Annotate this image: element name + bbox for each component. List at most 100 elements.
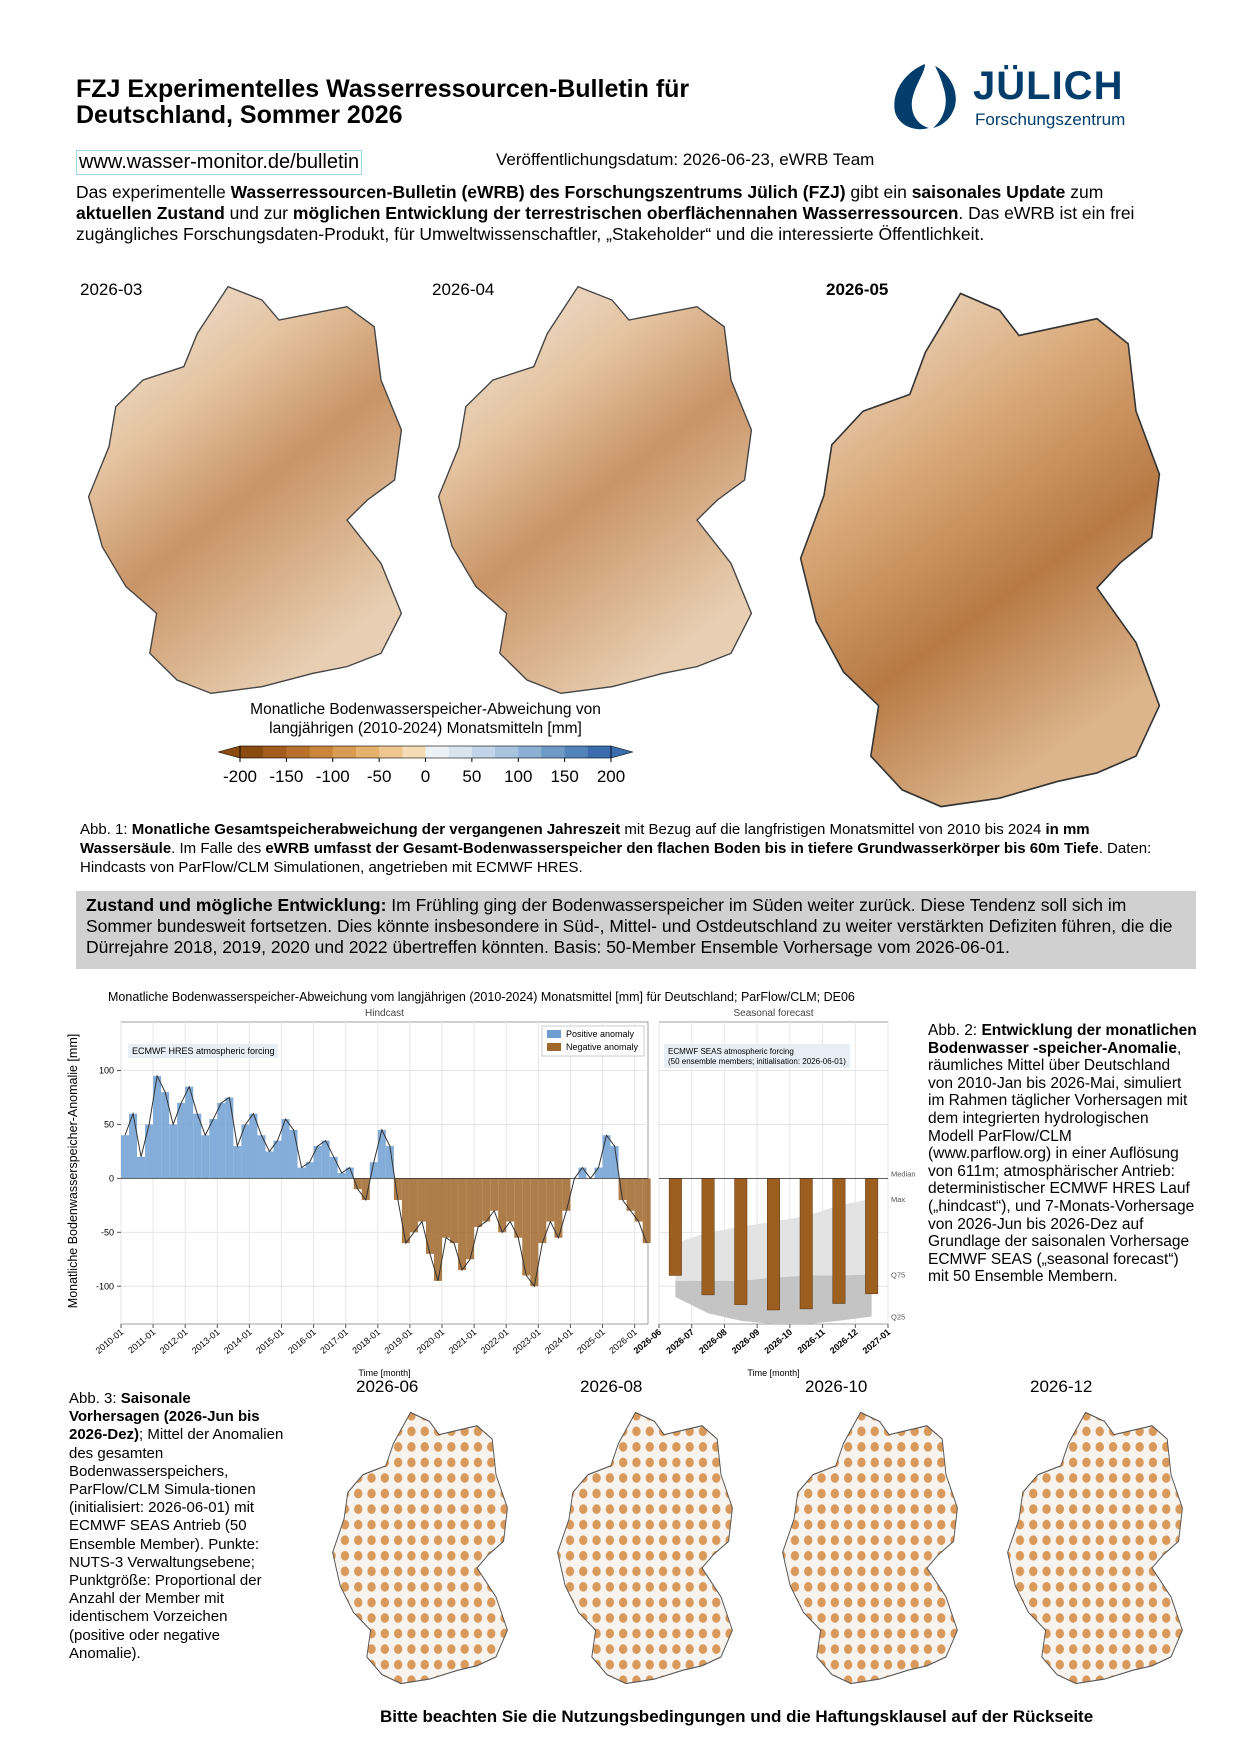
text-segment: aktuellen Zustand xyxy=(76,203,225,223)
x-tick-label: 2024-01 xyxy=(543,1327,575,1356)
x-tick-label: 2026-08 xyxy=(697,1327,729,1356)
bar xyxy=(257,1135,266,1179)
colorbar-segment xyxy=(402,746,426,758)
x-tick-label: 2026-11 xyxy=(795,1327,826,1356)
bar xyxy=(305,1162,314,1179)
bar xyxy=(129,1113,138,1179)
map xyxy=(436,284,754,696)
text-segment: . Daten: Hindcasts von ParFlow/CLM Simul… xyxy=(80,840,1152,876)
colorbar-segment xyxy=(240,746,264,758)
bar xyxy=(417,1178,426,1222)
text-segment: Im Frühling ging der Bodenwasserspeicher… xyxy=(86,895,1173,957)
text-segment: Wasserressourcen-Bulletin (eWRB) des For… xyxy=(230,182,846,202)
bar xyxy=(345,1167,354,1179)
bar xyxy=(377,1129,386,1179)
bar xyxy=(450,1178,459,1244)
bar xyxy=(329,1156,338,1179)
bar xyxy=(185,1086,194,1179)
bar xyxy=(121,1135,130,1179)
bar xyxy=(177,1102,186,1179)
title: FZJ Experimentelles Wasserressourcen-Bul… xyxy=(76,75,690,129)
bar xyxy=(799,1178,813,1310)
colorbar-tick-label: 200 xyxy=(597,767,625,786)
map-shape xyxy=(801,293,1160,806)
x-axis-label: Time [month] xyxy=(747,1368,799,1378)
x-tick-label: 2021-01 xyxy=(447,1327,479,1356)
map-label: 2026-03 xyxy=(80,280,143,299)
colorbar-tick-label: 150 xyxy=(550,767,578,786)
x-tick-label: 2019-01 xyxy=(382,1327,414,1356)
colorbar-tick-label: -200 xyxy=(223,767,257,786)
x-tick-label: 2026-09 xyxy=(730,1327,762,1356)
text-segment: Saisonale Vorhersagen (2026-Jun bis 2026… xyxy=(69,1390,260,1444)
bar xyxy=(642,1178,651,1244)
legend-label: Negative anomaly xyxy=(566,1042,639,1052)
logo: JÜLICH Forschungszentrum xyxy=(885,62,1165,132)
x-tick-label: 2012-01 xyxy=(158,1327,190,1356)
x-tick-label: 2014-01 xyxy=(222,1327,254,1356)
map xyxy=(331,1411,509,1685)
logo-subtitle: Forschungszentrum xyxy=(975,110,1126,129)
bar xyxy=(538,1178,547,1244)
band-label: Median xyxy=(891,1169,916,1178)
x-tick-label: 2016-01 xyxy=(286,1327,318,1356)
bar xyxy=(546,1178,555,1222)
caption-1: Abb. 1: Monatliche Gesamtspeicherabweich… xyxy=(80,820,1170,877)
x-tick-label: 2011-01 xyxy=(126,1327,157,1355)
map-label: 2026-12 xyxy=(1030,1377,1093,1396)
y-tick-label: 0 xyxy=(109,1173,114,1183)
intro: Das experimentelle Wasserressourcen-Bull… xyxy=(76,182,1176,245)
x-tick-label: 2026-06 xyxy=(632,1327,664,1356)
x-tick-label: 2010-01 xyxy=(94,1327,126,1356)
colorbar-segment xyxy=(425,746,450,758)
y-tick-label: 100 xyxy=(99,1066,114,1076)
x-tick-label: 2020-01 xyxy=(415,1327,447,1356)
bar xyxy=(458,1178,467,1271)
map-shape xyxy=(436,284,754,696)
note: ECMWF HRES atmospheric forcing xyxy=(132,1046,275,1056)
bar xyxy=(594,1167,603,1179)
bar xyxy=(490,1178,499,1211)
bar xyxy=(281,1119,290,1179)
x-tick-label: 2023-01 xyxy=(511,1327,543,1356)
bar xyxy=(634,1178,643,1222)
map xyxy=(1006,1411,1184,1685)
bar xyxy=(554,1178,563,1238)
bar xyxy=(618,1178,627,1200)
bar xyxy=(137,1156,146,1179)
url[interactable]: www.wasser-monitor.de/bulletin xyxy=(76,150,363,175)
bar xyxy=(313,1146,322,1179)
bar xyxy=(233,1146,242,1179)
colorbar-segment xyxy=(541,746,566,758)
text-segment: gibt ein xyxy=(845,182,912,202)
bar xyxy=(701,1178,715,1296)
bar xyxy=(578,1167,587,1179)
bar xyxy=(514,1178,523,1238)
map-shape xyxy=(1006,1411,1184,1685)
text-segment: , räumliches Mittel über Deutschland von… xyxy=(928,1039,1195,1286)
colorbar-segment xyxy=(286,746,311,758)
bar xyxy=(361,1178,370,1200)
text-segment: eWRB umfasst der Gesamt-Bodenwasserspeic… xyxy=(265,840,1099,857)
text-segment: in mm Wassersäule xyxy=(80,821,1090,857)
colorbar-tick-label: 0 xyxy=(421,767,430,786)
bar xyxy=(610,1146,619,1179)
map xyxy=(556,1411,734,1685)
bar xyxy=(217,1102,226,1179)
map-shape xyxy=(781,1411,959,1685)
colorbar-segment xyxy=(495,746,519,758)
panel-title: Seasonal forecast xyxy=(733,1008,813,1019)
x-tick-label: 2025-01 xyxy=(575,1327,607,1356)
panel-title: Hindcast xyxy=(365,1008,404,1019)
colorbar-segment xyxy=(564,746,589,758)
x-axis-label: Time [month] xyxy=(358,1368,410,1378)
map-label: 2026-08 xyxy=(580,1377,643,1396)
bar xyxy=(369,1162,378,1179)
colorbar-segment xyxy=(309,746,334,758)
map-label: 2026-05 xyxy=(826,280,889,299)
bar xyxy=(249,1113,258,1179)
bar xyxy=(865,1178,879,1295)
band-label: Q25 xyxy=(891,1312,905,1321)
colorbar-end xyxy=(218,745,241,759)
